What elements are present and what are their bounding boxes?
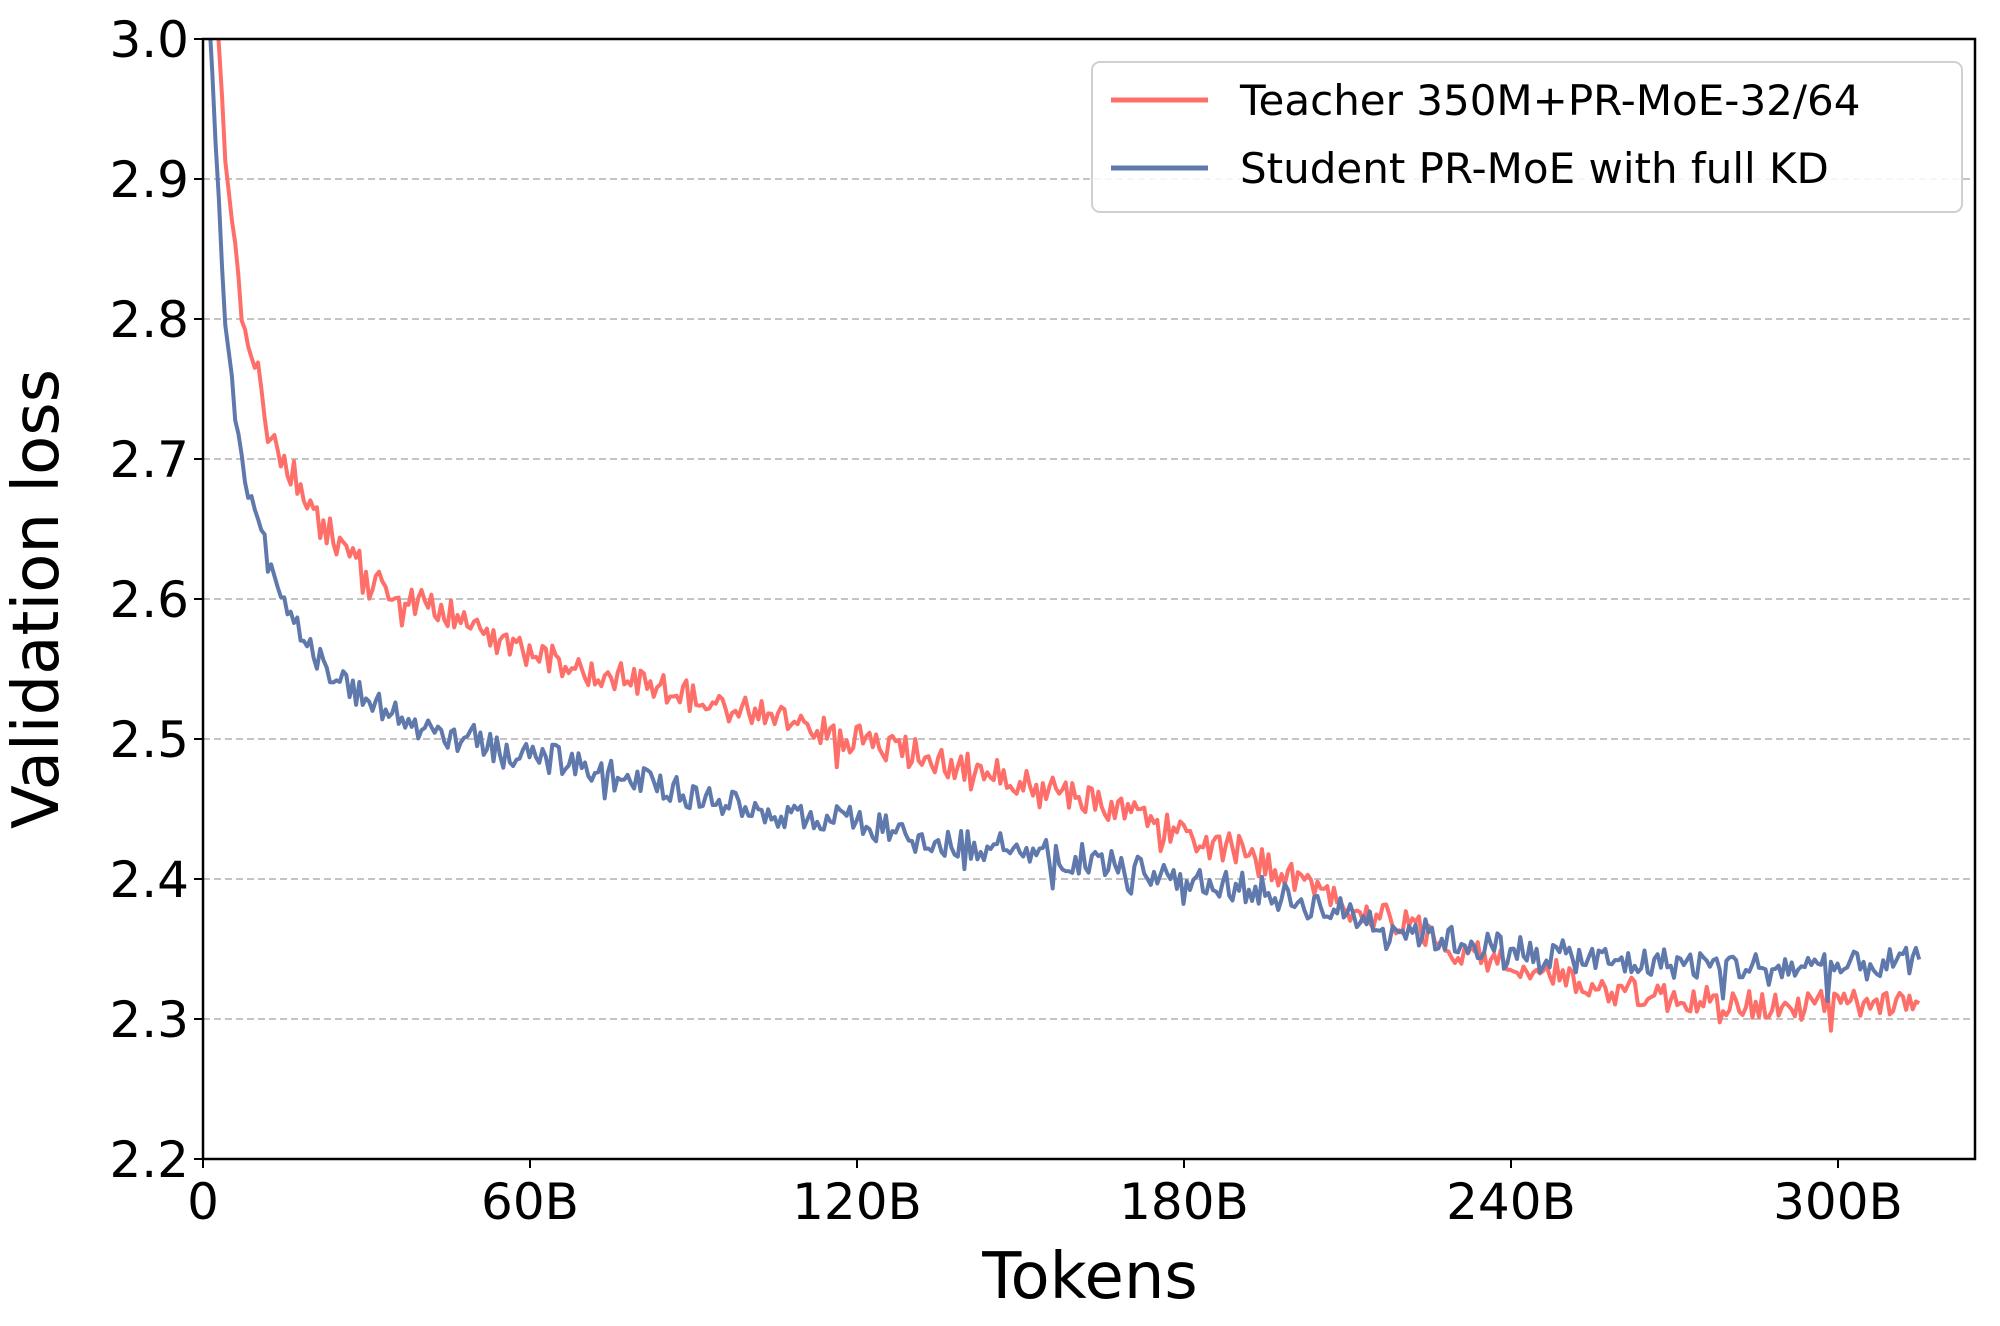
x-tick-label: 0 [187,1173,219,1231]
y-tick-label: 2.4 [109,851,189,909]
y-tick-label: 2.2 [109,1131,189,1189]
y-tick-label: 2.5 [109,711,189,769]
series-teacher-line [216,39,1921,1033]
grid-lines [203,178,1975,1020]
y-axis-title: Validation loss [0,369,74,829]
series-lines [208,39,1922,1033]
legend: Teacher 350M+PR-MoE-32/64 Student PR-MoE… [1091,61,1963,213]
y-axis: 2.2 2.3 2.4 2.5 2.6 2.7 2.8 2.9 3.0 [109,11,203,1189]
x-tick-label: 240B [1446,1173,1576,1231]
y-tick-label: 2.8 [109,291,189,349]
x-tick-label: 60B [481,1173,579,1231]
legend-label-teacher: Teacher 350M+PR-MoE-32/64 [1239,76,1860,125]
x-tick-label: 180B [1119,1173,1249,1231]
y-tick-label: 3.0 [109,11,189,69]
y-tick-label: 2.3 [109,991,189,1049]
x-tick-label: 300B [1773,1173,1903,1231]
x-tick-label: 120B [792,1173,922,1231]
series-student-line [208,39,1922,1004]
legend-box [1091,61,1963,213]
y-tick-label: 2.7 [109,431,189,489]
y-tick-label: 2.9 [109,151,189,209]
x-axis-title: Tokens [981,1240,1197,1314]
legend-label-student: Student PR-MoE with full KD [1240,144,1829,193]
x-axis: 0 60B 120B 180B 240B 300B [187,1159,1903,1231]
y-tick-label: 2.6 [109,571,189,629]
